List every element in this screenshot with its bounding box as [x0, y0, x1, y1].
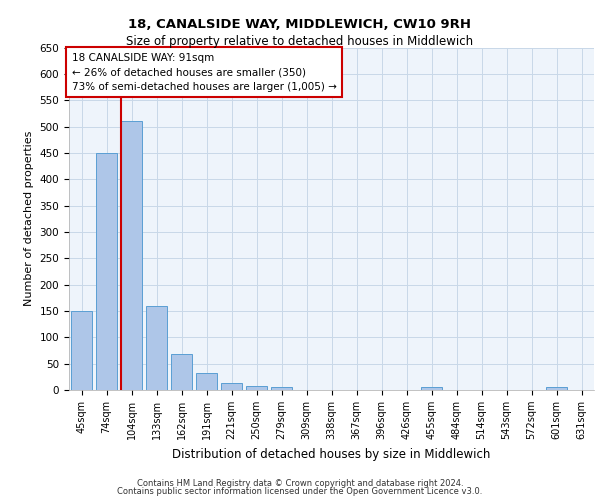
X-axis label: Distribution of detached houses by size in Middlewich: Distribution of detached houses by size …: [172, 448, 491, 460]
Y-axis label: Number of detached properties: Number of detached properties: [24, 131, 34, 306]
Bar: [171, 354, 192, 390]
Bar: [146, 306, 167, 390]
Bar: [121, 122, 142, 390]
Bar: [96, 153, 117, 390]
Text: 18 CANALSIDE WAY: 91sqm
← 26% of detached houses are smaller (350)
73% of semi-d: 18 CANALSIDE WAY: 91sqm ← 26% of detache…: [71, 52, 337, 92]
Bar: [71, 311, 92, 390]
Text: Contains HM Land Registry data © Crown copyright and database right 2024.: Contains HM Land Registry data © Crown c…: [137, 478, 463, 488]
Bar: [421, 388, 442, 390]
Bar: [271, 388, 292, 390]
Bar: [546, 388, 567, 390]
Bar: [196, 373, 217, 390]
Bar: [246, 386, 267, 390]
Text: Contains public sector information licensed under the Open Government Licence v3: Contains public sector information licen…: [118, 487, 482, 496]
Bar: [221, 383, 242, 390]
Text: 18, CANALSIDE WAY, MIDDLEWICH, CW10 9RH: 18, CANALSIDE WAY, MIDDLEWICH, CW10 9RH: [128, 18, 472, 30]
Text: Size of property relative to detached houses in Middlewich: Size of property relative to detached ho…: [127, 35, 473, 48]
